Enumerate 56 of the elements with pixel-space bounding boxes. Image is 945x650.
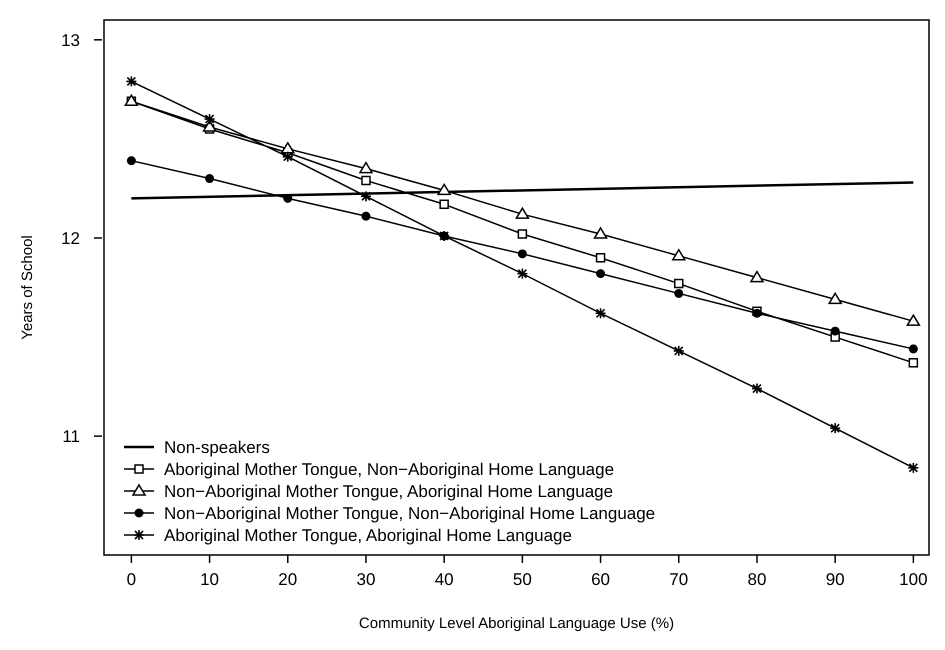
- x-tick-label: 100: [899, 570, 928, 589]
- point: [908, 344, 918, 354]
- legend-label: Non−Aboriginal Mother Tongue, Aboriginal Home Language: [164, 482, 614, 501]
- point: [594, 307, 606, 320]
- point: [437, 184, 451, 196]
- y-tick-label: 12: [61, 228, 80, 248]
- y-axis-title: Years of School: [19, 235, 36, 340]
- x-tick-label: 60: [591, 570, 610, 589]
- x-tick-label: 70: [669, 570, 688, 589]
- point: [594, 227, 608, 239]
- point: [828, 292, 842, 304]
- point: [361, 176, 371, 186]
- point: [516, 207, 530, 219]
- point: [751, 382, 763, 394]
- x-tick-label: 50: [512, 570, 532, 589]
- point: [829, 422, 841, 434]
- x-tick-label: 80: [748, 570, 766, 589]
- point: [672, 345, 685, 357]
- point: [518, 249, 527, 258]
- point: [205, 174, 214, 184]
- point: [281, 142, 295, 154]
- legend-label: Aboriginal Mother Tongue, Aboriginal Home Language: [164, 526, 572, 545]
- point: [361, 212, 370, 221]
- y-tick-label: 13: [61, 30, 80, 50]
- point: [204, 113, 216, 125]
- x-tick-label: 20: [278, 570, 298, 589]
- point: [596, 253, 606, 263]
- point: [518, 229, 528, 239]
- point: [674, 288, 684, 298]
- point: [674, 278, 684, 288]
- point: [906, 314, 920, 326]
- point: [359, 162, 373, 174]
- legend-label: Aboriginal Mother Tongue, Non−Aboriginal Home Language: [164, 460, 614, 479]
- legend-label: Non−Aboriginal Mother Tongue, Non−Aboriginal Home Language: [164, 504, 656, 523]
- point: [672, 249, 686, 261]
- point: [202, 120, 216, 132]
- point: [596, 269, 606, 278]
- point: [282, 150, 294, 163]
- x-tick-label: 90: [826, 570, 845, 589]
- point: [126, 156, 136, 166]
- point: [283, 194, 292, 203]
- point: [908, 462, 920, 474]
- point: [360, 190, 372, 202]
- y-tick-label: 11: [62, 427, 80, 446]
- point: [516, 268, 528, 280]
- point: [830, 326, 840, 336]
- legend-label: Non-speakers: [164, 438, 270, 457]
- point: [750, 270, 764, 282]
- point: [908, 358, 918, 368]
- point: [439, 200, 449, 210]
- x-tick-label: 10: [200, 570, 220, 589]
- x-tick-label: 40: [434, 570, 454, 589]
- point: [126, 76, 138, 88]
- x-tick-label: 30: [356, 570, 376, 589]
- x-axis-title: Community Level Aboriginal Language Use (%): [358, 615, 674, 632]
- x-tick-label: 0: [126, 570, 136, 589]
